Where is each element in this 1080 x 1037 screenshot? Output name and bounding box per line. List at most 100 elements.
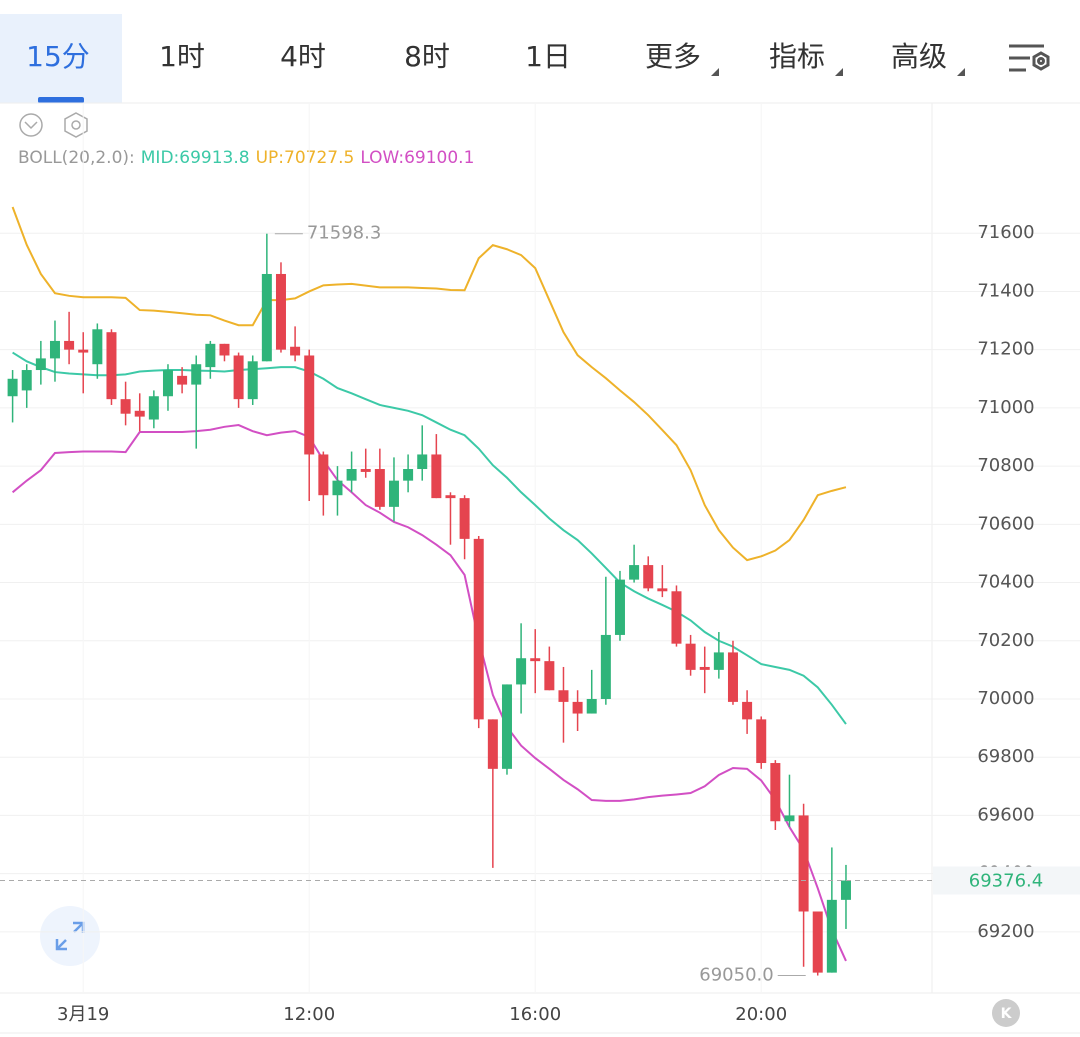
candle-body [332,480,343,496]
candle-body [49,340,60,359]
candle [233,352,244,408]
y-tick-label: 71000 [977,397,1034,418]
candle [544,646,555,691]
candle-body [530,658,541,662]
candle [643,556,654,592]
y-tick-label: 69800 [977,746,1034,767]
candle [657,565,668,598]
candle [21,364,32,408]
indicator-settings-icon[interactable] [64,112,88,138]
active-tab-bg [0,14,122,103]
candle-body [233,355,244,400]
expand-button[interactable] [40,906,100,966]
candle-body [643,565,654,589]
candle-body [445,495,456,499]
candle-body [304,355,315,455]
candle [558,666,569,743]
band-line [12,351,847,725]
y-tick-label: 71400 [977,280,1034,301]
y-tick-label: 69600 [977,804,1034,825]
tab[interactable]: 1日 [525,40,571,73]
y-tick-label: 70200 [977,630,1034,651]
indicator-name: BOLL(20,2.0): [18,148,135,168]
candle-body [459,498,470,539]
candle [388,457,399,522]
candle-body [840,880,851,900]
x-tick-label: 20:00 [735,1004,787,1025]
candle-body [798,815,809,912]
candle [516,623,527,714]
candle [49,320,60,382]
candle-body [516,658,527,685]
candle [600,576,611,705]
candle [261,233,272,362]
plot-area [0,103,1080,993]
candle [148,390,159,429]
candle-body [120,399,131,414]
y-tick-label: 70800 [977,455,1034,476]
candle [120,381,131,426]
candle [586,669,597,714]
y-tick-label: 70400 [977,572,1034,593]
collapse-icon[interactable] [19,113,43,137]
candle [840,864,851,929]
candle-body [614,579,625,635]
candle-body [727,652,738,702]
tab[interactable]: 8时 [404,40,450,73]
candle [473,535,484,729]
candle [177,367,188,394]
candle [35,340,46,385]
candle-body [219,343,230,356]
annotation-label: 71598.3 [307,223,381,244]
candle [374,448,385,510]
candle-body [290,346,301,356]
candle-body [473,538,484,720]
candle-body [629,565,640,580]
tab[interactable]: 指标 [769,40,825,73]
candle [629,544,640,583]
candle [530,629,541,694]
candle [826,847,837,973]
candle [713,632,724,679]
candle [106,329,117,405]
candle [7,370,18,423]
candle [219,343,230,362]
candle [332,466,343,516]
legend-entry: LOW:69100.1 [360,148,474,168]
dropdown-caret [957,68,965,76]
dropdown-caret [711,68,719,76]
candle-body [134,410,145,417]
candle [614,570,625,641]
y-tick-label: 71600 [977,222,1034,243]
legend-entry: UP:70727.5 [256,148,355,168]
candle-body [148,396,159,420]
candle-body [106,332,117,400]
candle-body [417,454,428,470]
tab[interactable]: 15分 [26,40,90,73]
tab[interactable]: 4时 [280,40,326,73]
y-tick-label: 70600 [977,513,1034,534]
candle-body [374,469,385,507]
candle [191,355,202,449]
candle-body [247,361,258,400]
scroll-latest-button[interactable]: K [992,999,1020,1027]
candle [487,719,498,868]
x-tick-label: 16:00 [509,1004,561,1025]
tab[interactable]: 1时 [159,40,205,73]
candle-body [431,454,442,499]
candle [572,690,583,732]
candle [459,495,470,560]
candle-body [544,661,555,691]
y-tick-label: 71200 [977,339,1034,360]
candle-body [685,643,696,670]
candle [92,323,103,379]
candle-body [64,340,75,350]
candle [78,332,89,394]
settings-icon[interactable] [1009,44,1050,72]
tab[interactable]: 高级 [891,40,947,73]
tab[interactable]: 更多 [645,40,701,73]
candle [403,454,414,493]
candle-body [7,378,18,397]
candle [784,774,795,828]
last-price-box [933,866,1080,895]
